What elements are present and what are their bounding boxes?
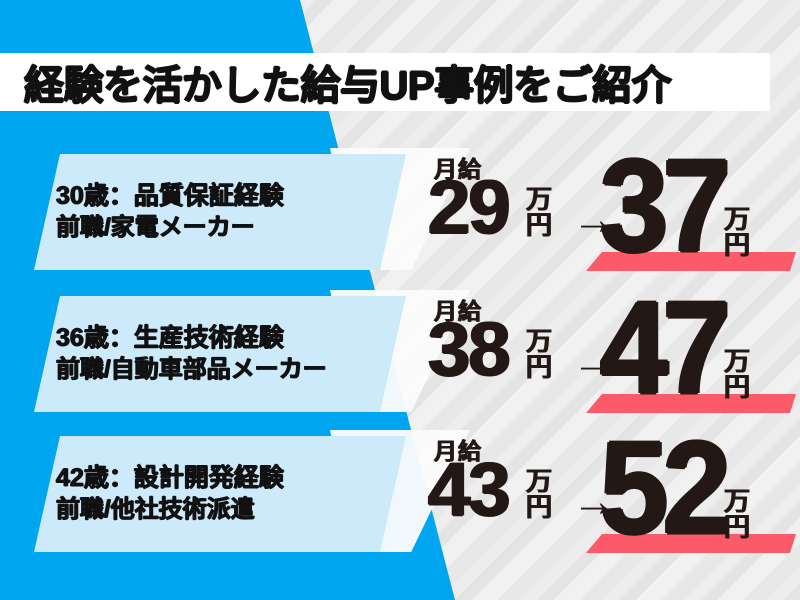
arrow-right-icon: → [572, 337, 616, 386]
arrow-right-icon: → [572, 477, 616, 526]
highlight-underline-bar [586, 394, 796, 413]
salary-before-value: 43 [428, 447, 511, 532]
case-label-plate [34, 436, 406, 552]
case-label-plate [34, 154, 406, 270]
salary-before-unit: 万 円 [526, 468, 552, 520]
highlight-underline-bar [586, 252, 796, 271]
salary-caption: 月給 [434, 156, 482, 182]
salary-caption: 月給 [434, 298, 482, 324]
page-title: 経験を活かした給与UP事例をご紹介 [24, 64, 672, 108]
salary-before-unit: 万 円 [526, 186, 552, 238]
unit-en-glyph: 円 [724, 372, 751, 402]
case-label-line-1: 36歳：生産技術経験 [56, 324, 284, 353]
unit-en-glyph: 円 [526, 492, 553, 522]
unit-man-glyph: 万 [526, 466, 553, 496]
salary-after-unit: 万 円 [724, 488, 750, 540]
case-label-text: 42歳：設計開発経験 前職/他社技術派遣 [56, 436, 416, 552]
unit-man-glyph: 万 [724, 486, 751, 516]
case-row: 42歳：設計開発経験 前職/他社技術派遣 月給 43 万 円 → 52 万 円 [0, 421, 800, 565]
salary-after-unit: 万 円 [724, 348, 750, 400]
salary-before-value: 29 [428, 165, 511, 250]
title-band [0, 53, 770, 111]
salary-comparison: 月給 29 万 円 → 37 万 円 [420, 139, 800, 283]
salary-after-value: 47 [600, 274, 731, 421]
case-row: 30歳：品質保証経験 前職/家電メーカー 月給 29 万 円 → 37 万 円 [0, 139, 800, 283]
unit-man-glyph: 万 [526, 326, 553, 356]
case-label-text: 30歳：品質保証経験 前職/家電メーカー [56, 154, 416, 270]
unit-en-glyph: 円 [526, 210, 553, 240]
unit-en-glyph: 円 [526, 352, 553, 382]
salary-before-unit: 万 円 [526, 328, 552, 380]
case-label-line-2: 前職/自動車部品メーカー [56, 355, 327, 383]
unit-en-glyph: 円 [724, 512, 751, 542]
case-row: 36歳：生産技術経験 前職/自動車部品メーカー 月給 38 万 円 → 47 万… [0, 281, 800, 425]
salary-after-value: 52 [600, 414, 731, 561]
case-label-line-2: 前職/他社技術派遣 [56, 495, 255, 523]
case-label-line-1: 30歳：品質保証経験 [56, 182, 284, 211]
salary-after-value: 37 [600, 132, 731, 279]
highlight-underline-bar [586, 534, 796, 553]
salary-after-unit: 万 円 [724, 206, 750, 258]
unit-man-glyph: 万 [526, 184, 553, 214]
case-label-text: 36歳：生産技術経験 前職/自動車部品メーカー [56, 296, 416, 412]
unit-man-glyph: 万 [724, 204, 751, 234]
unit-man-glyph: 万 [724, 346, 751, 376]
salary-caption: 月給 [434, 438, 482, 464]
case-label-line-2: 前職/家電メーカー [56, 213, 255, 241]
salary-comparison: 月給 43 万 円 → 52 万 円 [420, 421, 800, 565]
unit-en-glyph: 円 [724, 230, 751, 260]
salary-before-value: 38 [428, 307, 511, 392]
salary-comparison: 月給 38 万 円 → 47 万 円 [420, 281, 800, 425]
case-label-plate [34, 296, 406, 412]
arrow-right-icon: → [572, 195, 616, 244]
case-label-line-1: 42歳：設計開発経験 [56, 464, 284, 493]
